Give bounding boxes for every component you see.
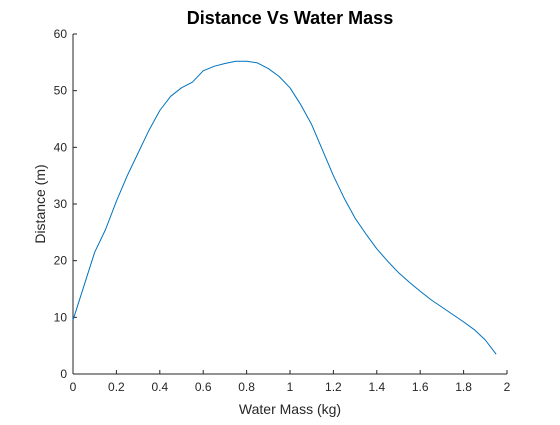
- y-tick-label: 30: [54, 197, 68, 211]
- y-tick-label: 20: [54, 254, 68, 268]
- x-axis-label: Water Mass (kg): [239, 401, 341, 417]
- x-tick-label: 2: [504, 380, 511, 394]
- x-tick-label: 1.2: [325, 380, 342, 394]
- x-tick-label: 0.4: [151, 380, 168, 394]
- x-tick-label: 1.6: [412, 380, 429, 394]
- chart-title: Distance Vs Water Mass: [187, 8, 393, 28]
- x-tick-label: 0.2: [108, 380, 125, 394]
- y-tick-label: 10: [54, 310, 68, 324]
- y-tick-label: 60: [54, 27, 68, 41]
- x-tick-label: 0.8: [238, 380, 255, 394]
- x-tick-label: 0: [70, 380, 77, 394]
- plot-area: [73, 34, 507, 374]
- x-tick-label: 0.6: [195, 380, 212, 394]
- y-axis-label: Distance (m): [32, 164, 48, 243]
- x-tick-label: 1.8: [455, 380, 472, 394]
- x-tick-label: 1.4: [368, 380, 385, 394]
- y-tick-label: 0: [60, 367, 67, 381]
- x-tick-label: 1: [287, 380, 294, 394]
- y-tick-label: 40: [54, 140, 68, 154]
- y-tick-label: 50: [54, 84, 68, 98]
